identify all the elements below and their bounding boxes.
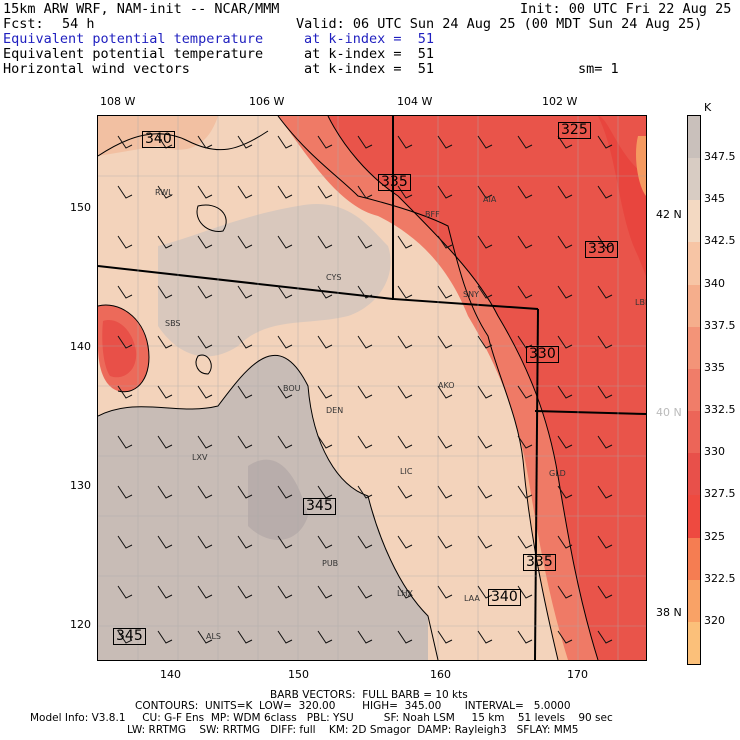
city-label: AIA bbox=[483, 195, 497, 204]
theta-e-field bbox=[98, 116, 646, 660]
left-tick-140: 140 bbox=[70, 340, 91, 353]
right-tick-38n: 38 N bbox=[656, 606, 682, 619]
colorbar-segment bbox=[688, 495, 700, 539]
city-label: DEN bbox=[326, 406, 344, 415]
field-3-level: at k-index = 51 bbox=[304, 61, 435, 77]
barb-legend: BARB VECTORS: FULL BARB = 10 kts bbox=[270, 689, 468, 701]
city-label: LBF bbox=[635, 298, 646, 307]
city-label: BOU bbox=[283, 384, 301, 393]
city-label: CYS bbox=[326, 273, 342, 282]
city-label: LIC bbox=[400, 467, 413, 476]
contour-label: 340 bbox=[142, 131, 175, 148]
colorbar-label: 332.5 bbox=[704, 403, 736, 417]
top-tick-108w: 108 W bbox=[100, 95, 136, 108]
right-tick-42n: 42 N bbox=[656, 208, 682, 221]
colorbar-segment bbox=[688, 200, 700, 243]
model-info: Model Info: V3.8.1 CU: G-F Ens MP: WDM 6… bbox=[30, 712, 613, 724]
colorbar-segment bbox=[688, 326, 700, 370]
colorbar-segment bbox=[688, 621, 700, 665]
colorbar-label: 325 bbox=[704, 529, 725, 543]
top-tick-106w: 106 W bbox=[249, 95, 285, 108]
city-label: AKO bbox=[438, 381, 455, 390]
city-label: PUB bbox=[322, 559, 339, 568]
city-label: GLD bbox=[549, 469, 566, 478]
colorbar-label: 327.5 bbox=[704, 487, 736, 501]
colorbar-label: 337.5 bbox=[704, 318, 736, 332]
colorbar-segment bbox=[688, 537, 700, 581]
city-label: ALS bbox=[206, 632, 222, 641]
colorbar-segment bbox=[688, 453, 700, 496]
colorbar-label: 342.5 bbox=[704, 234, 736, 248]
field-2-level: at k-index = 51 bbox=[304, 46, 435, 62]
colorbar-unit: K bbox=[704, 101, 712, 114]
colorbar-label: 347.5 bbox=[704, 150, 736, 164]
colorbar-label: 320 bbox=[704, 613, 725, 627]
contour-label: 330 bbox=[585, 241, 618, 258]
field-2-name: Equivalent potential temperature bbox=[3, 46, 264, 62]
city-label: BFF bbox=[425, 210, 440, 219]
bottom-tick-170: 170 bbox=[567, 668, 588, 681]
contour-legend: CONTOURS: UNITS=K LOW= 320.00 HIGH= 345.… bbox=[135, 700, 571, 712]
contour-label: 345 bbox=[113, 628, 146, 645]
contour-label: 345 bbox=[303, 498, 336, 515]
colorbar bbox=[687, 115, 701, 665]
contour-label: 340 bbox=[488, 589, 521, 606]
model-title: 15km ARW WRF, NAM-init -- NCAR/MMM bbox=[3, 1, 280, 17]
left-tick-120: 120 bbox=[70, 618, 91, 631]
colorbar-segment bbox=[688, 368, 700, 412]
city-label: SBS bbox=[165, 319, 181, 328]
init-time: Init: 00 UTC Fri 22 Aug 25 bbox=[520, 1, 732, 17]
city-label: SNY bbox=[463, 290, 479, 299]
bottom-tick-160: 160 bbox=[430, 668, 451, 681]
contour-label: 335 bbox=[523, 554, 556, 571]
right-tick-40n: 40 N bbox=[656, 406, 682, 419]
city-label: LHX bbox=[397, 589, 413, 598]
contour-label: 325 bbox=[558, 122, 591, 139]
top-tick-102w: 102 W bbox=[542, 95, 578, 108]
field-3-name: Horizontal wind vectors bbox=[3, 61, 190, 77]
colorbar-segment bbox=[688, 579, 700, 623]
map-panel: 340 325 335 330 330 345 335 340 345 RWL … bbox=[97, 115, 647, 661]
city-label: LXV bbox=[192, 453, 208, 462]
colorbar-label: 335 bbox=[704, 360, 725, 374]
colorbar-label: 340 bbox=[704, 276, 725, 290]
field-1-name: Equivalent potential temperature bbox=[3, 31, 264, 47]
left-tick-130: 130 bbox=[70, 479, 91, 492]
colorbar-segment bbox=[688, 242, 700, 286]
top-tick-104w: 104 W bbox=[397, 95, 433, 108]
contour-label: 330 bbox=[526, 346, 559, 363]
forecast-hour: 54 h bbox=[62, 16, 95, 32]
colorbar-label: 322.5 bbox=[704, 571, 736, 585]
colorbar-label: 330 bbox=[704, 445, 725, 459]
colorbar-segment bbox=[688, 411, 700, 454]
field-1-level: at k-index = 51 bbox=[304, 31, 435, 47]
model-info-2: LW: RRTMG SW: RRTMG DIFF: full KM: 2D Sm… bbox=[127, 724, 579, 736]
colorbar-segment bbox=[688, 158, 700, 201]
city-label: RWL bbox=[155, 188, 173, 197]
contour-label: 335 bbox=[378, 174, 411, 191]
bottom-tick-150: 150 bbox=[288, 668, 309, 681]
forecast-label: Fcst: bbox=[3, 16, 44, 32]
city-label: LAA bbox=[464, 594, 480, 603]
smoothing-label: sm= 1 bbox=[578, 61, 619, 77]
left-tick-150: 150 bbox=[70, 201, 91, 214]
valid-time: Valid: 06 UTC Sun 24 Aug 25 (00 MDT Sun … bbox=[296, 16, 703, 32]
colorbar-label: 345 bbox=[704, 192, 725, 206]
colorbar-segment bbox=[688, 284, 700, 328]
colorbar-segment bbox=[688, 116, 700, 159]
bottom-tick-140: 140 bbox=[160, 668, 181, 681]
